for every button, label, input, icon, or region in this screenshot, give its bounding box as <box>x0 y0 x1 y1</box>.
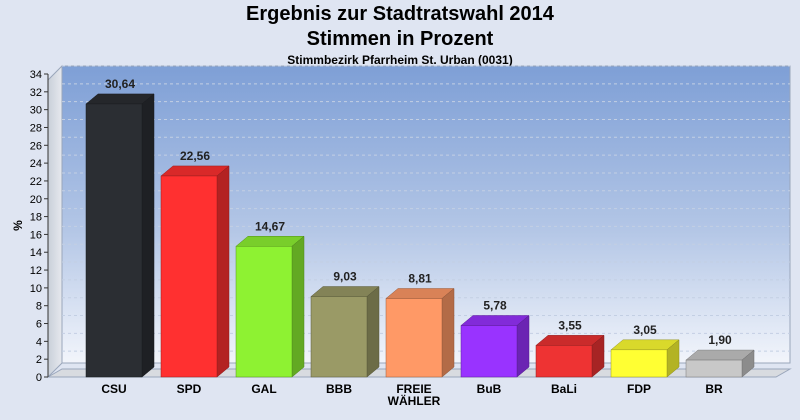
y-tick-label: 4 <box>36 336 42 348</box>
plot-side-wall <box>47 64 63 379</box>
y-axis-label: % <box>11 220 25 231</box>
bar-side-face <box>441 287 455 378</box>
y-tick-label: 10 <box>30 283 42 295</box>
data-label: 5,78 <box>483 298 507 312</box>
bar-front-face <box>85 103 143 378</box>
y-tick-label: 16 <box>30 229 42 241</box>
bar-freie-wähler <box>385 287 455 378</box>
bar-bub <box>460 314 530 378</box>
bar-bali <box>535 334 605 378</box>
x-tick-label: FREIE <box>396 382 431 396</box>
bar-front-face <box>535 345 593 378</box>
y-tick-label: 30 <box>30 105 42 117</box>
bar-csu <box>85 93 155 378</box>
y-tick-label: 18 <box>30 212 42 224</box>
bar-side-face <box>216 165 230 378</box>
bar-spd <box>160 165 230 378</box>
data-label: 30,64 <box>105 77 135 91</box>
bar-front-face <box>610 349 668 378</box>
bar-front-face <box>235 246 293 378</box>
data-label: 8,81 <box>408 271 432 285</box>
data-label: 9,03 <box>333 270 357 284</box>
x-tick-label: BBB <box>326 382 352 396</box>
chart-subtitle: Stimmbezirk Pfarrheim St. Urban (0031) <box>287 53 513 67</box>
data-label: 14,67 <box>255 219 285 233</box>
bar-bbb <box>310 285 380 378</box>
y-tick-label: 20 <box>30 194 42 206</box>
x-tick-label: WÄHLER <box>388 393 441 408</box>
bar-side-face <box>141 93 155 378</box>
bar-side-face <box>366 285 380 378</box>
bar-gal <box>235 235 305 378</box>
bar-front-face <box>160 175 218 378</box>
bar-front-face <box>385 298 443 378</box>
bar-front-face <box>685 359 743 378</box>
y-tick-label: 12 <box>30 265 42 277</box>
y-tick-label: 8 <box>36 301 42 313</box>
x-tick-label: BR <box>705 382 723 396</box>
data-label: 3,55 <box>558 318 582 332</box>
chart-title-line-2: Stimmen in Prozent <box>306 28 494 50</box>
y-tick-label: 6 <box>36 319 42 331</box>
y-tick-label: 26 <box>30 140 42 152</box>
x-tick-label: BuB <box>477 382 502 396</box>
bar-front-face <box>460 325 518 378</box>
y-tick-label: 14 <box>30 247 42 259</box>
bar-side-face <box>516 314 530 378</box>
bar-fdp <box>610 339 680 378</box>
y-tick-label: 34 <box>30 69 42 81</box>
bar-br <box>685 349 755 378</box>
bar-front-face <box>310 296 368 378</box>
data-label: 22,56 <box>180 149 210 163</box>
y-tick-label: 2 <box>36 354 42 366</box>
bar-side-face <box>291 235 305 378</box>
x-tick-label: CSU <box>101 382 126 396</box>
chart-title: Ergebnis zur Stadtratswahl 2014 <box>246 3 554 25</box>
y-tick-label: 28 <box>30 122 42 134</box>
data-label: 3,05 <box>633 323 657 337</box>
x-tick-label: BaLi <box>551 382 577 396</box>
data-label: 1,90 <box>708 333 732 347</box>
x-tick-label: FDP <box>627 382 651 396</box>
y-tick-label: 22 <box>30 176 42 188</box>
x-tick-label: SPD <box>177 382 202 396</box>
y-tick-label: 0 <box>36 372 42 384</box>
y-tick-label: 32 <box>30 87 42 99</box>
y-tick-label: 24 <box>30 158 42 170</box>
x-tick-label: GAL <box>251 382 276 396</box>
